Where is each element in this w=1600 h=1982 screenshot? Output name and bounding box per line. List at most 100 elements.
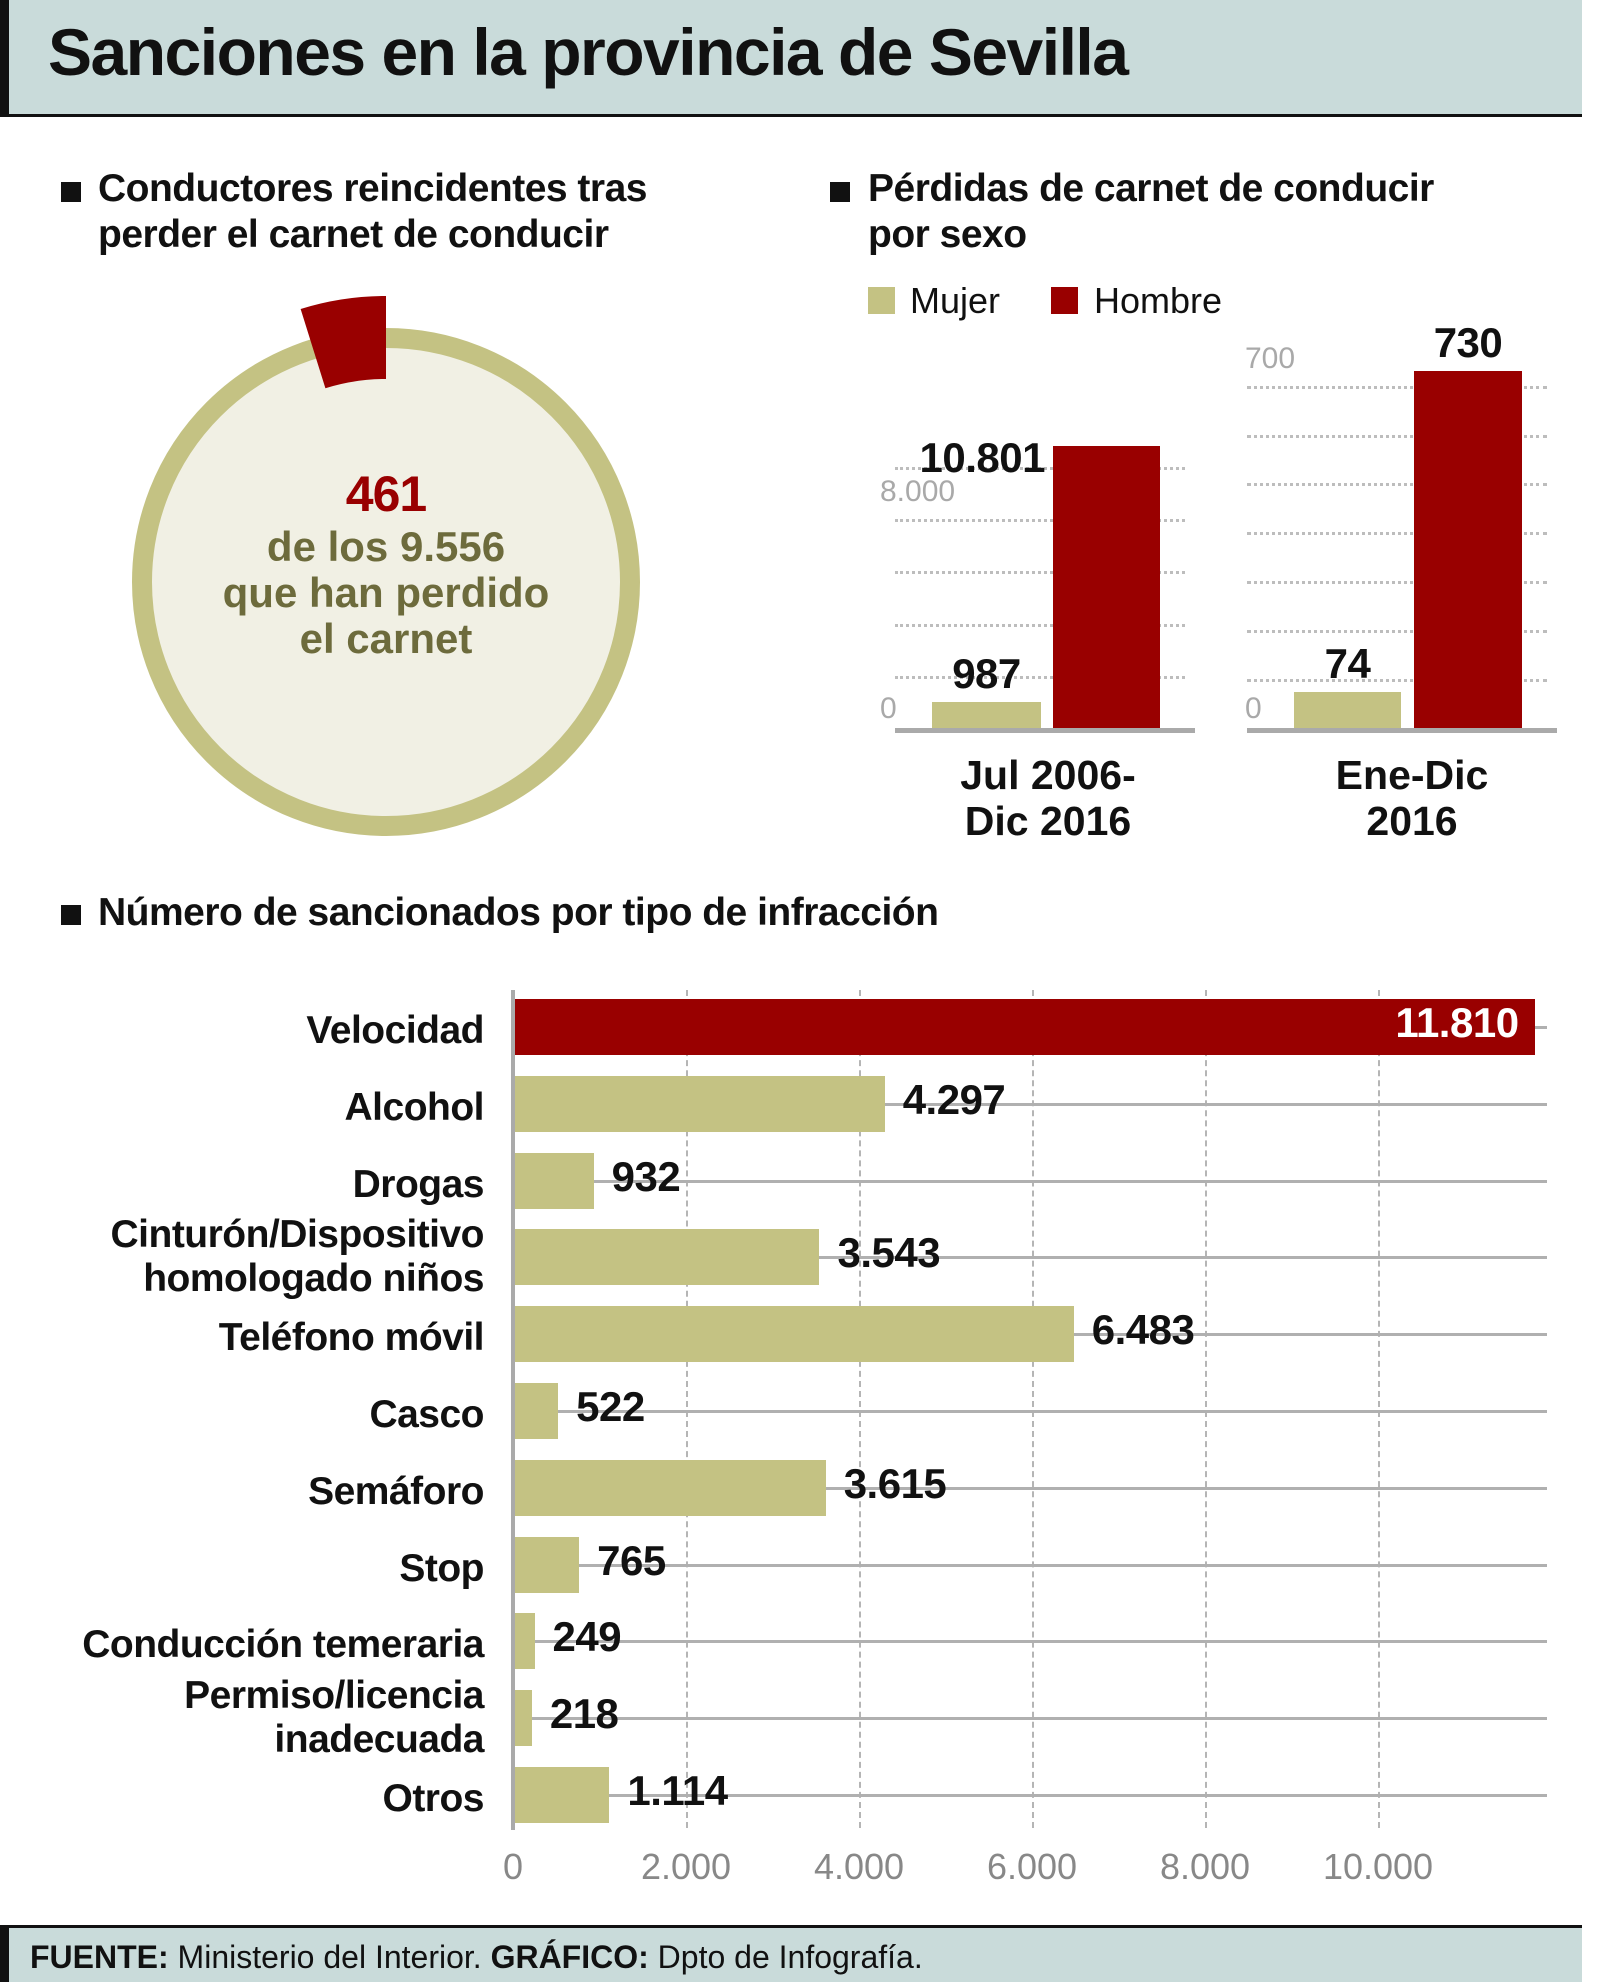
footer-band [0,1925,1582,1982]
bar-10 [513,1767,610,1823]
section1-title: Conductores reincidentes tras perder el … [98,166,647,258]
section2-title-line1: Pérdidas de carnet de conducir [868,167,1434,210]
value-label: 218 [549,1690,619,1738]
category-label: Stop [399,1546,484,1590]
value-label: 3.543 [837,1229,941,1277]
value-label: 11.810 [1395,999,1519,1046]
category-label: inadecuada [274,1718,484,1762]
value-label: 4.297 [902,1075,1006,1123]
value-label: 1.114 [627,1767,728,1814]
sanctions-by-infraction-chart: 0 2.000 4.000 6.000 8.000 10.000 11.810 Velocid… [82,990,1547,1887]
legend-swatch-hombre [1051,287,1078,314]
category-label: Cinturón/Dispositivo [110,1213,485,1257]
graphic-text: Dpto de Infografía. [657,1939,923,1975]
x-tick-label: 6.000 [986,1846,1078,1887]
bar-hombre [1414,371,1522,728]
category-label: Conducción temeraria [82,1623,484,1667]
row-line [513,1256,1547,1260]
license-loss-by-sex-charts: 0 8.000 987 10.801 Jul 2006- Dic 2016 0 700 74 73… [0,0,1600,900]
value-label: 10.801 [919,434,1046,481]
value-label: 74 [1324,639,1371,687]
gridline [895,571,1185,575]
x-gridline [1032,990,1034,1828]
ring-text-line3: el carnet [299,615,473,662]
value-label: 522 [576,1383,645,1430]
x-tick-label: 4.000 [813,1846,905,1887]
y-tick-label: 0 [880,692,897,725]
category-label: Jul 2006- [960,752,1136,798]
x-tick-label: 2.000 [640,1846,732,1887]
section3-title: Número de sancionados por tipo de infrac… [98,891,939,934]
category-label: Semáforo [308,1469,484,1513]
gridline [1247,434,1547,438]
ring-text-line1: de los 9.556 [266,523,506,570]
gridline [895,675,1185,679]
y-tick-label: 700 [1245,341,1296,375]
legend-label-mujer: Mujer [910,280,1001,321]
graphic-label: GRÁFICO: [490,1939,649,1975]
section1-title-line2: perder el carnet de conducir [98,213,609,256]
x-gridline [1378,990,1380,1828]
header-accent-bar [0,0,9,117]
gridline [1247,483,1547,487]
value-label: 3.615 [843,1459,947,1507]
row-line [513,1410,1547,1413]
row-line [513,1794,1547,1797]
section1-title-line1: Conductores reincidentes tras [98,167,647,210]
bar-mujer [932,702,1041,728]
value-label: 765 [597,1536,666,1584]
bar-5 [513,1383,559,1439]
value-label: 730 [1433,319,1503,366]
ring-text-line2: que han perdido [222,569,550,616]
page-title: Sanciones en la provincia de Sevilla [48,15,1129,89]
category-label: homologado niños [143,1257,484,1301]
ring-reincident-segment [300,296,386,389]
bar-0 [513,999,1535,1055]
section-bullet-icon [830,182,850,202]
bar-2 [513,1152,594,1209]
section2-title: Pérdidas de carnet de conducir por sexo [868,166,1434,258]
baseline-axis [1247,728,1557,733]
category-label: Alcohol [344,1085,485,1129]
category-label: Casco [369,1393,484,1436]
section-bullet-icon [61,905,81,925]
row-line [513,1563,1547,1567]
bar-3 [513,1229,820,1286]
bar-1 [513,1075,885,1132]
category-label: Drogas [352,1162,485,1206]
category-label: Teléfono móvil [218,1316,485,1360]
gridline [1247,581,1547,585]
category-label: Ene-Dic [1335,752,1489,798]
gridline [1247,679,1547,683]
bar-6 [513,1459,826,1516]
source-text: Ministerio del Interior. [177,1939,482,1975]
bar-8 [513,1613,535,1670]
row-line [513,1102,1547,1106]
y-tick-label: 8.000 [880,475,956,509]
x-gridline [686,990,688,1828]
gridline [1247,385,1547,389]
y-tick-label: 0 [1245,692,1262,725]
bar-7 [513,1536,580,1593]
gridline [895,519,1185,523]
y-axis-line [511,990,515,1830]
header-band [0,0,1582,117]
bar-9 [513,1690,532,1747]
x-tick-label: 10.000 [1322,1846,1434,1887]
reincidence-ring-chart [132,296,640,836]
row-line [513,1640,1547,1644]
category-label: Velocidad [306,1009,484,1052]
ring-text: 461 de los 9.556 que han perdido el carn… [186,464,586,662]
bar-mujer [1294,691,1401,728]
row-line [513,1486,1547,1490]
gridline [895,466,1185,470]
category-label: Dic 2016 [964,798,1132,844]
category-label: 2016 [1366,798,1458,844]
ring-highlight-value: 461 [345,466,427,522]
baseline-axis [895,728,1195,733]
value-label: 249 [552,1613,622,1661]
section-bullet-icon [61,182,81,202]
value-label: 932 [611,1152,681,1200]
value-label: 987 [952,650,1021,698]
legend-swatch-mujer [868,287,895,314]
